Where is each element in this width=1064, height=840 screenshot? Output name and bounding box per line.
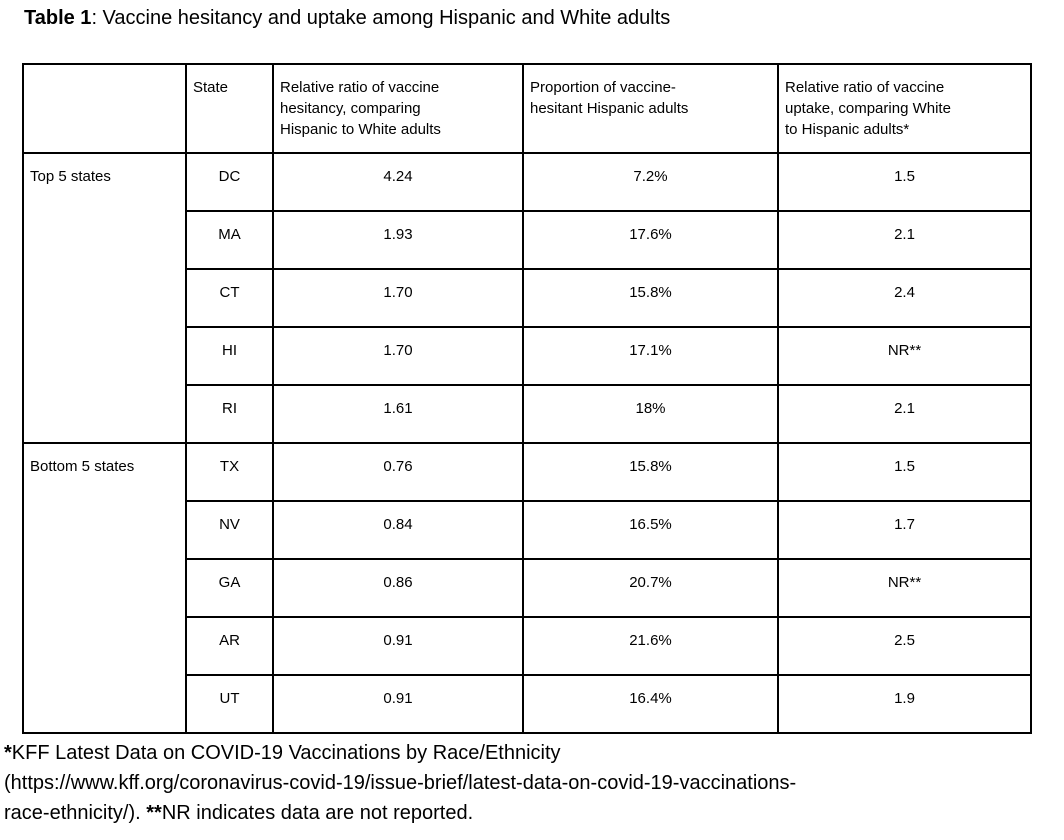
table-footnote: *KFF Latest Data on COVID-19 Vaccination… — [4, 738, 796, 828]
hesitant-share-cell: 16.5% — [522, 500, 779, 560]
table-row: NV 0.84 16.5% 1.7 — [23, 500, 1032, 560]
uptake-ratio-cell: NR** — [777, 326, 1032, 386]
footnote-line-1: *KFF Latest Data on COVID-19 Vaccination… — [4, 738, 796, 768]
hesitant-share-cell: 17.1% — [522, 326, 779, 386]
table-title: Table 1: Vaccine hesitancy and uptake am… — [24, 5, 670, 31]
state-cell: NV — [185, 500, 274, 560]
column-header-hesitant-proportion-text: Proportion of vaccine-hesitant Hispanic … — [530, 79, 689, 117]
column-header-state-text: State — [193, 79, 229, 96]
column-header-state: State — [185, 63, 274, 154]
group-label-top-5-states: Top 5 states — [22, 152, 187, 444]
footnote-line-3: race-ethnicity/). **NR indicates data ar… — [4, 798, 796, 828]
footnote-asterisk: * — [4, 742, 12, 764]
hesitant-share-cell: 17.6% — [522, 210, 779, 270]
state-cell: RI — [185, 384, 274, 444]
uptake-ratio-cell: 2.1 — [777, 384, 1032, 444]
group-label-bottom-5-states: Bottom 5 states — [22, 442, 187, 734]
column-header-uptake-ratio-text: Relative ratio of vaccine uptake, compar… — [785, 79, 951, 138]
column-header-hesitancy-ratio: Relative ratio of vaccine hesitancy, com… — [272, 63, 524, 154]
corner-cell — [22, 63, 187, 154]
footnote-double-asterisk: ** — [146, 802, 162, 824]
state-cell: DC — [185, 152, 274, 212]
hesitancy-ratio-cell: 1.70 — [272, 268, 524, 328]
uptake-ratio-cell: 1.9 — [777, 674, 1032, 734]
footnote-line-1-text: KFF Latest Data on COVID-19 Vaccinations… — [11, 742, 561, 764]
column-header-uptake-ratio: Relative ratio of vaccine uptake, compar… — [777, 63, 1032, 154]
hesitant-share-cell: 21.6% — [522, 616, 779, 676]
state-cell: MA — [185, 210, 274, 270]
table-row: HI 1.70 17.1% NR** — [23, 326, 1032, 386]
uptake-ratio-cell: 2.1 — [777, 210, 1032, 270]
uptake-ratio-cell: 2.5 — [777, 616, 1032, 676]
state-cell: CT — [185, 268, 274, 328]
table-title-label: Table 1 — [24, 7, 92, 29]
hesitant-share-cell: 16.4% — [522, 674, 779, 734]
table-title-rest: : Vaccine hesitancy and uptake among His… — [91, 7, 671, 29]
state-cell: AR — [185, 616, 274, 676]
table-row: Bottom 5 states TX 0.76 15.8% 1.5 — [22, 442, 1032, 734]
table-row: RI 1.61 18% 2.1 — [23, 384, 1032, 444]
uptake-ratio-cell: NR** — [777, 558, 1032, 618]
table-row: UT 0.91 16.4% 1.9 — [23, 674, 1032, 734]
uptake-ratio-cell: 1.7 — [777, 500, 1032, 560]
hesitancy-ratio-cell: 1.93 — [272, 210, 524, 270]
table-row: MA 1.93 17.6% 2.1 — [23, 210, 1032, 270]
hesitancy-ratio-cell: 0.86 — [272, 558, 524, 618]
hesitant-share-cell: 20.7% — [522, 558, 779, 618]
table-row: GA 0.86 20.7% NR** — [23, 558, 1032, 618]
column-header-hesitancy-ratio-text: Relative ratio of vaccine hesitancy, com… — [280, 79, 441, 138]
footnote-line-3-pre: race-ethnicity/). — [4, 802, 147, 824]
table-row: AR 0.91 21.6% 2.5 — [23, 616, 1032, 676]
table-row: Top 5 states DC 4.24 7.2% 1.5 — [22, 152, 1032, 444]
hesitant-share-cell: 15.8% — [522, 268, 779, 328]
column-header-hesitant-proportion: Proportion of vaccine-hesitant Hispanic … — [522, 63, 779, 154]
hesitancy-ratio-cell: 1.70 — [272, 326, 524, 386]
hesitancy-ratio-cell: 0.76 — [272, 442, 524, 502]
hesitant-share-cell: 18% — [522, 384, 779, 444]
vaccine-hesitancy-table: State Relative ratio of vaccine hesitanc… — [22, 63, 1032, 734]
uptake-ratio-cell: 2.4 — [777, 268, 1032, 328]
state-cell: UT — [185, 674, 274, 734]
table-row: CT 1.70 15.8% 2.4 — [23, 268, 1032, 328]
hesitancy-ratio-cell: 4.24 — [272, 152, 524, 212]
state-cell: GA — [185, 558, 274, 618]
hesitancy-ratio-cell: 0.91 — [272, 616, 524, 676]
footnote-line-3-text: NR indicates data are not reported. — [161, 802, 474, 824]
hesitant-share-cell: 15.8% — [522, 442, 779, 502]
uptake-ratio-cell: 1.5 — [777, 442, 1032, 502]
hesitancy-ratio-cell: 0.91 — [272, 674, 524, 734]
uptake-ratio-cell: 1.5 — [777, 152, 1032, 212]
hesitancy-ratio-cell: 0.84 — [272, 500, 524, 560]
hesitancy-ratio-cell: 1.61 — [272, 384, 524, 444]
footnote-line-2: (https://www.kff.org/coronavirus-covid-1… — [4, 772, 797, 794]
hesitant-share-cell: 7.2% — [522, 152, 779, 212]
state-cell: TX — [185, 442, 274, 502]
state-cell: HI — [185, 326, 274, 386]
header-row: State Relative ratio of vaccine hesitanc… — [22, 63, 1032, 154]
